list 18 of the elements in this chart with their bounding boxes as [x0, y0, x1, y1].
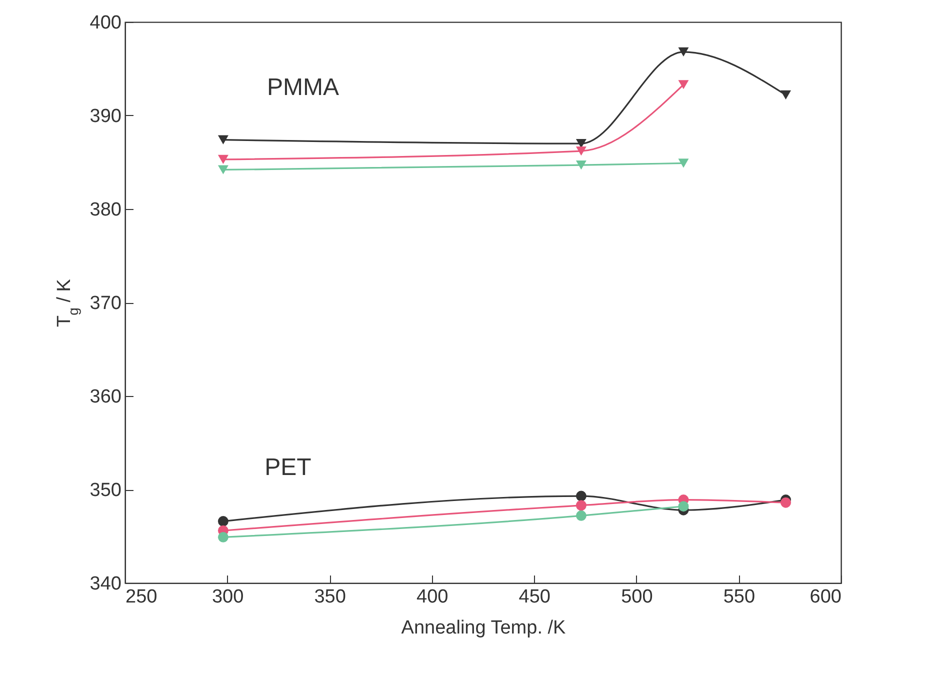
y-tick-label: 380 [90, 200, 122, 220]
x-axis-title: Annealing Temp. /K [401, 618, 566, 638]
y-tick-label: 390 [90, 106, 122, 127]
x-tick-label: 500 [621, 586, 653, 608]
y-tick-label: 350 [90, 480, 122, 501]
y-tick-label: 400 [90, 12, 122, 34]
x-tick-label: 400 [416, 586, 448, 608]
y-tick-label: 340 [90, 574, 122, 594]
x-tick-label: 300 [212, 586, 244, 608]
y-tick-label: 370 [90, 293, 122, 314]
x-tick-label: 600 [810, 586, 842, 608]
annotation: PET [264, 454, 312, 481]
x-tick-label: 550 [723, 586, 756, 608]
x-tick-label: 350 [314, 586, 346, 608]
x-tick-label: 250 [126, 586, 158, 608]
annotation: PMMA [267, 74, 339, 101]
x-tick-label: 450 [518, 586, 550, 608]
y-tick-label: 360 [90, 386, 122, 408]
